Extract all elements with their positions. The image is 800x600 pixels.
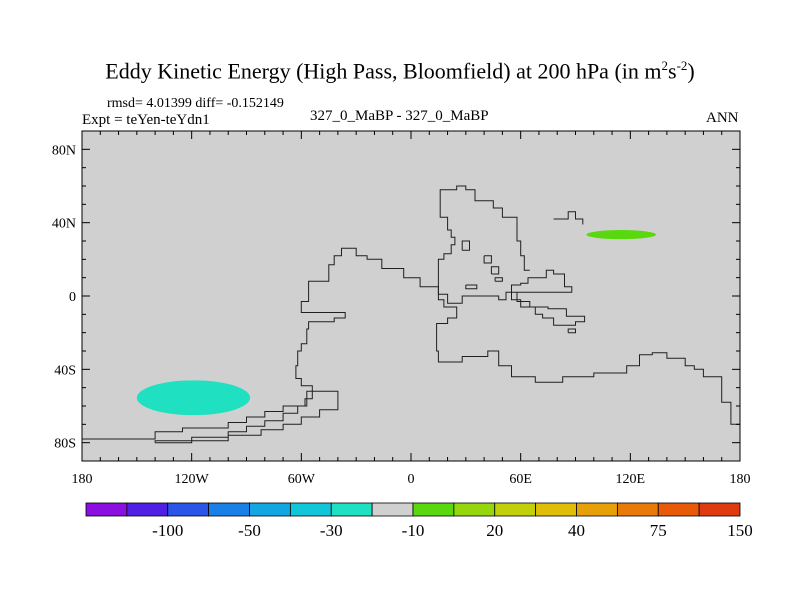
colorbar-swatch: [249, 502, 291, 517]
coastline-segment: [483, 255, 492, 264]
cases-label: 327_0_MaBP - 327_0_MaBP: [310, 108, 489, 124]
anomaly-south-pacific-negative: [136, 380, 251, 416]
anomaly-layer: [136, 230, 656, 416]
colorbar-label: 75: [650, 521, 667, 540]
colorbar-swatch: [453, 502, 496, 517]
x-tick-label: 60E: [509, 472, 532, 487]
colorbar-swatch: [208, 502, 250, 517]
colorbar-swatch: [371, 502, 414, 517]
coastline-segment: [437, 269, 586, 326]
coastline-segment: [82, 247, 408, 440]
anomaly-north-pacific-positive: [586, 230, 656, 240]
colorbar-swatch: [330, 502, 373, 517]
experiment-label: Expt = teYen-teYdn1: [82, 112, 210, 128]
x-tick-label: 120E: [616, 472, 646, 487]
colorbar-swatch: [657, 502, 700, 517]
colorbar-swatch: [616, 502, 659, 517]
coastline-segment: [494, 277, 503, 282]
x-tick-label: 180: [730, 472, 751, 487]
colorbar-swatch: [126, 502, 169, 517]
season-label: ANN: [706, 110, 739, 126]
x-tick-label: 0: [408, 472, 415, 487]
colorbar-swatch: [289, 502, 332, 517]
x-tick-label: 60W: [288, 472, 316, 487]
x-tick-label: 180: [72, 472, 93, 487]
colorbar-swatch: [85, 502, 128, 517]
colorbar-label: -30: [320, 521, 343, 540]
chart-title: Eddy Kinetic Energy (High Pass, Bloomfie…: [105, 58, 695, 84]
colorbar-label: -100: [152, 521, 183, 540]
colorbar-label: -10: [402, 521, 425, 540]
colorbar: -100 -50 -30 -10 20 40 75 150: [85, 502, 753, 540]
y-tick-label: 40N: [52, 217, 76, 232]
coastline-segment: [553, 211, 584, 225]
coastline-segment: [465, 284, 478, 290]
stats-readout: rmsd= 4.01399 diff= -0.152149: [107, 96, 284, 111]
coastline-segment: [437, 185, 530, 282]
coastline-segment: [490, 266, 500, 275]
coastline-segment: [407, 277, 741, 439]
y-tick-label: 80N: [52, 143, 76, 158]
coastline-layer: [82, 185, 741, 444]
colorbar-swatch: [167, 502, 210, 517]
colorbar-swatch: [576, 502, 618, 517]
colorbar-swatch: [412, 502, 455, 517]
y-tick-label: 0: [69, 290, 76, 305]
coastline-segment: [461, 240, 470, 251]
coastline-segment: [154, 390, 339, 444]
colorbar-label: -50: [238, 521, 261, 540]
coastline-segment: [567, 328, 576, 334]
y-tick-label: 40S: [54, 363, 76, 378]
colorbar-swatch: [698, 502, 741, 517]
colorbar-swatch: [494, 502, 537, 517]
colorbar-swatch: [535, 502, 577, 517]
colorbar-label: 20: [486, 521, 503, 540]
colorbar-label: 150: [727, 521, 753, 540]
y-tick-label: 80S: [54, 437, 76, 452]
x-axis: 180 120W 60W 0 60E 120E 180: [72, 472, 751, 487]
colorbar-label: 40: [568, 521, 585, 540]
plot-frame: [81, 130, 741, 462]
y-axis: 80N 40N 0 40S 80S: [52, 143, 76, 451]
x-tick-label: 120W: [175, 472, 210, 487]
